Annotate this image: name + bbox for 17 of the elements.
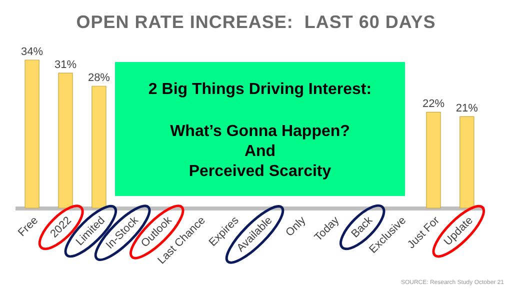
x-tick-label: Just For bbox=[405, 214, 442, 252]
bar bbox=[460, 116, 474, 208]
data-label: 34% bbox=[21, 46, 44, 58]
x-tick-label: Free bbox=[16, 214, 41, 239]
data-label: 31% bbox=[54, 59, 77, 72]
annotation: And bbox=[243, 142, 277, 162]
annotation: 2 Big Things Driving Interest: bbox=[147, 80, 373, 100]
data-label: 28% bbox=[88, 72, 110, 84]
annotation: What’s Gonna Happen? bbox=[169, 122, 351, 142]
bar bbox=[58, 72, 73, 208]
bar bbox=[92, 86, 106, 208]
bar bbox=[24, 60, 40, 208]
annotation: Perceived Scarcity bbox=[188, 162, 332, 182]
bar bbox=[426, 112, 441, 208]
chart-title: OPEN RATE INCREASE: LAST 60 DAYS bbox=[75, 12, 437, 33]
data-label: 22% bbox=[422, 98, 445, 110]
data-label: 21% bbox=[456, 102, 478, 115]
